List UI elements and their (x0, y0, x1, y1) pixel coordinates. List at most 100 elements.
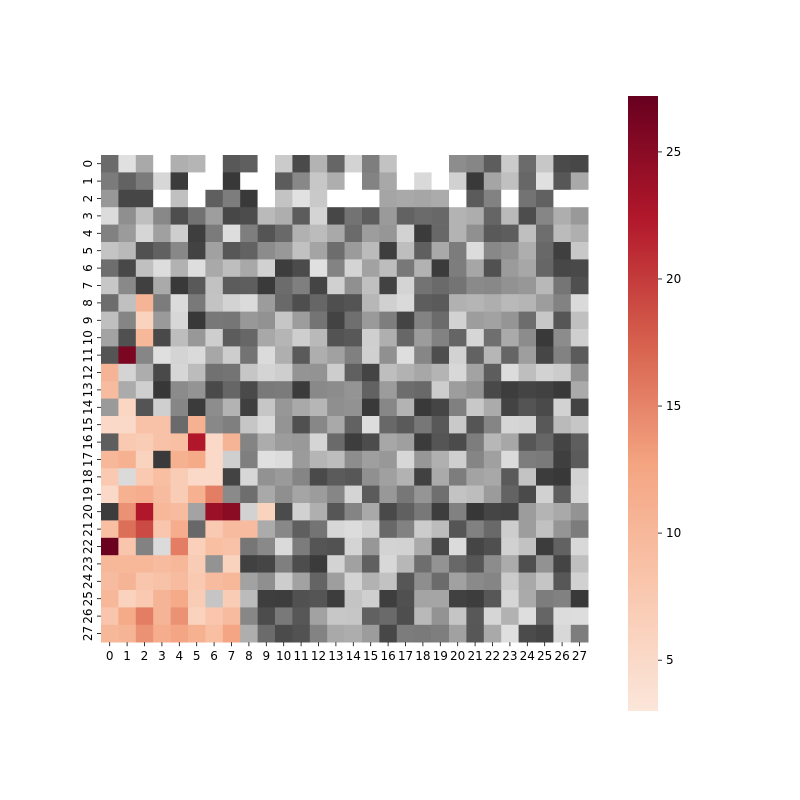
heatmap-cell (518, 433, 537, 452)
heatmap-cell (362, 381, 380, 399)
heatmap-cell (501, 468, 519, 486)
heatmap-cell (257, 537, 276, 556)
heatmap-cell (240, 433, 258, 452)
heatmap-cell (292, 259, 311, 278)
heatmap-cell (431, 503, 450, 521)
heatmap-cell (379, 607, 398, 626)
heatmap-cell (536, 381, 554, 399)
heatmap-cell (553, 259, 572, 278)
heatmap-cell (153, 398, 171, 417)
heatmap-cell (101, 242, 119, 260)
heatmap-cell (466, 503, 485, 521)
heatmap-cell (414, 155, 432, 173)
heatmap-cell (431, 189, 450, 208)
heatmap-cell (188, 555, 206, 573)
heatmap-cell (222, 242, 241, 260)
heatmap-cell (536, 329, 554, 347)
heatmap-cell (536, 224, 554, 243)
heatmap-cell (414, 537, 432, 556)
heatmap-cell (135, 329, 154, 347)
heatmap-cell (536, 416, 554, 434)
heatmap-cell (188, 624, 206, 643)
heatmap-cell (327, 172, 345, 191)
x-tick-label: 9 (262, 649, 270, 663)
heatmap-cell (240, 381, 258, 399)
heatmap-cell (501, 311, 519, 330)
heatmap-cell (362, 624, 380, 643)
heatmap-cell (275, 172, 293, 191)
heatmap-cell (292, 224, 311, 243)
colorbar-tick-label: 15 (666, 399, 681, 413)
heatmap-cell (101, 259, 119, 278)
heatmap-cell (344, 259, 363, 278)
heatmap-cell (327, 607, 345, 626)
heatmap-cell (153, 503, 171, 521)
heatmap-cell (501, 189, 519, 208)
heatmap-cell (396, 346, 415, 365)
heatmap-cell (414, 329, 432, 347)
heatmap-cell (118, 503, 137, 521)
x-tick-label: 17 (398, 649, 413, 663)
heatmap-cell (379, 189, 398, 208)
heatmap-cell (222, 311, 241, 330)
heatmap-cell (275, 259, 293, 278)
heatmap-cell (222, 259, 241, 278)
heatmap-cell (275, 555, 293, 573)
heatmap-cell (170, 468, 189, 486)
heatmap-cell (379, 398, 398, 417)
heatmap-cell (309, 468, 328, 486)
heatmap-cell (327, 468, 345, 486)
heatmap-cell (309, 294, 328, 312)
heatmap-cell (292, 276, 311, 295)
heatmap-cell (118, 294, 137, 312)
heatmap-cell (483, 224, 502, 243)
heatmap-cell (518, 276, 537, 295)
heatmap-cell (344, 398, 363, 417)
heatmap-cell (414, 259, 432, 278)
heatmap-cell (536, 607, 554, 626)
heatmap-cell (257, 155, 276, 173)
heatmap-cell (309, 155, 328, 173)
heatmap-cell (257, 416, 276, 434)
heatmap-cell (188, 363, 206, 382)
x-tick-label: 5 (193, 649, 201, 663)
heatmap-cell (553, 607, 572, 626)
heatmap-cell (483, 172, 502, 191)
heatmap-cell (292, 346, 311, 365)
heatmap-cell (292, 433, 311, 452)
heatmap-cell (344, 590, 363, 608)
heatmap-cell (379, 242, 398, 260)
heatmap-cell (205, 381, 224, 399)
heatmap-cell (170, 311, 189, 330)
heatmap-cell (327, 555, 345, 573)
heatmap-cell (101, 346, 119, 365)
heatmap-cell (501, 259, 519, 278)
heatmap-cell (101, 294, 119, 312)
heatmap-cell (396, 259, 415, 278)
heatmap-cell (518, 381, 537, 399)
heatmap-cell (135, 294, 154, 312)
heatmap-cell (327, 224, 345, 243)
heatmap-cell (379, 520, 398, 539)
heatmap-cell (170, 450, 189, 469)
heatmap-cell (396, 172, 415, 191)
heatmap-cell (153, 433, 171, 452)
x-tick-label: 7 (228, 649, 236, 663)
y-tick-label: 26 (81, 608, 95, 623)
heatmap-cell (466, 537, 485, 556)
heatmap-cell (396, 537, 415, 556)
heatmap-cell (431, 329, 450, 347)
heatmap-cell (309, 242, 328, 260)
heatmap-cell (449, 363, 467, 382)
heatmap-cell (135, 259, 154, 278)
heatmap-cell (292, 363, 311, 382)
heatmap-cell (222, 276, 241, 295)
heatmap-cell (362, 329, 380, 347)
heatmap-cell (292, 398, 311, 417)
heatmap-cell (466, 207, 485, 225)
heatmap-cell (275, 242, 293, 260)
heatmap-cell (327, 155, 345, 173)
heatmap-cell (431, 624, 450, 643)
heatmap-cell (379, 572, 398, 591)
heatmap-cell (570, 346, 589, 365)
